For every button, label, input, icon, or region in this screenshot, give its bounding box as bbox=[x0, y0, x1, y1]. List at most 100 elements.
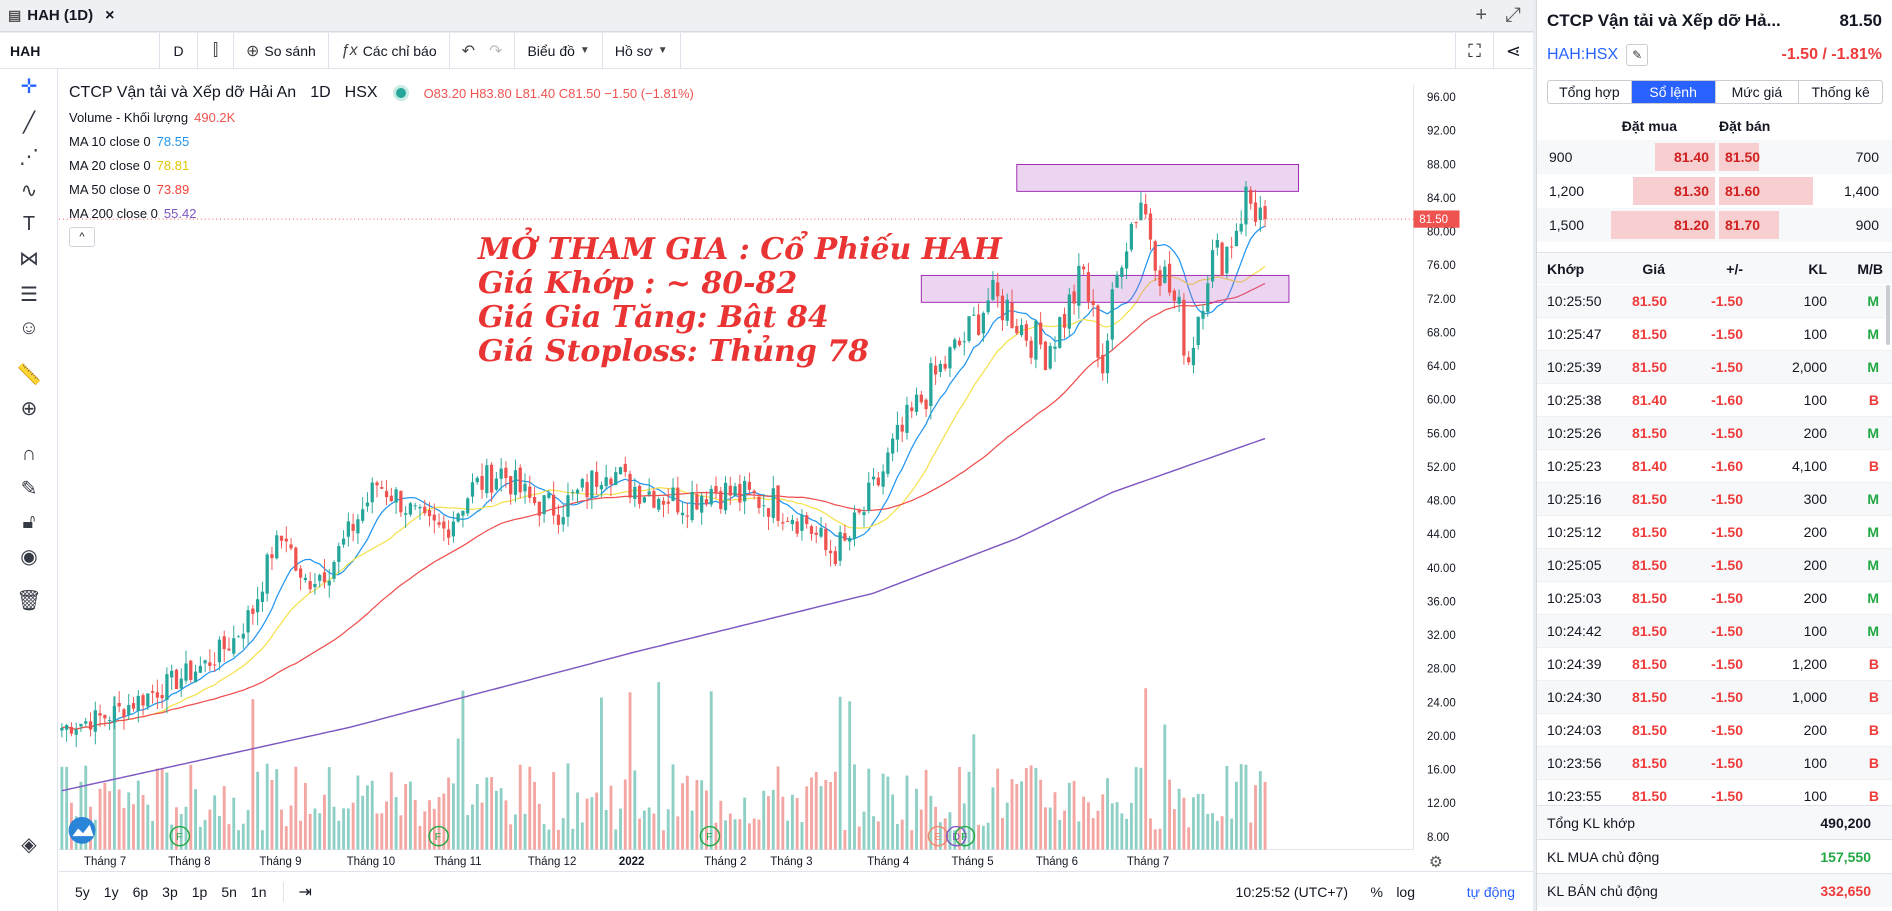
candle-body bbox=[962, 341, 966, 343]
date-range-icon[interactable]: ⇥ bbox=[283, 881, 318, 902]
trade-time: 10:25:12 bbox=[1547, 524, 1602, 540]
volume-bar bbox=[638, 818, 642, 850]
emoji-icon[interactable]: ☺ bbox=[18, 316, 40, 339]
trade-volume: 200 bbox=[1803, 557, 1827, 573]
lock-drawing-icon[interactable]: ✎ bbox=[20, 477, 38, 500]
interval-button[interactable]: D bbox=[160, 32, 198, 69]
compare-button[interactable]: ⊕ So sánh bbox=[234, 32, 329, 69]
candle-body bbox=[871, 476, 876, 480]
stock-code[interactable]: HAH:HSX bbox=[1547, 46, 1619, 63]
layers-icon[interactable]: ◈ bbox=[21, 833, 37, 856]
trades-header-change: +/- bbox=[1726, 260, 1743, 277]
tab-overview[interactable]: Tổng hợp bbox=[1548, 81, 1632, 103]
xabcd-pattern-icon[interactable]: ⋈ bbox=[19, 247, 39, 270]
share-icon: ⋖ bbox=[1505, 40, 1521, 61]
volume-bar bbox=[1139, 767, 1143, 850]
volume-bar bbox=[122, 807, 126, 850]
log-toggle[interactable]: log bbox=[1396, 883, 1415, 900]
lock-icon[interactable]: 🔓︎ bbox=[22, 510, 36, 533]
ask-price[interactable]: 81.70 bbox=[1719, 211, 1779, 239]
volume-bar bbox=[485, 777, 489, 850]
chart-type-menu[interactable]: Biểu đồ ▼ bbox=[515, 32, 603, 69]
trade-row: 10:25:05 81.50 -1.50 200 M bbox=[1537, 549, 1892, 582]
ruler-icon[interactable]: 📏 bbox=[16, 363, 42, 386]
ask-price[interactable]: 81.50 bbox=[1719, 143, 1760, 171]
zoom-in-icon[interactable]: ⊕ bbox=[20, 397, 38, 420]
tab-statistics[interactable]: Thống kê bbox=[1811, 84, 1870, 100]
collapse-legend-button[interactable]: ^ bbox=[69, 227, 95, 247]
candle-type-button[interactable]: ⫿ bbox=[198, 32, 234, 69]
volume-bar bbox=[981, 825, 985, 850]
volume-bar bbox=[428, 800, 431, 850]
price-tick-label: 16.00 bbox=[1427, 765, 1456, 777]
price-tick-label: 28.00 bbox=[1427, 664, 1456, 676]
trend-line-icon[interactable]: ╱ bbox=[22, 111, 36, 134]
trash-icon[interactable]: 🗑︎ bbox=[16, 589, 42, 612]
stock-price: 81.50 bbox=[1839, 11, 1882, 30]
timeframe-6m[interactable]: 6p bbox=[132, 883, 149, 900]
edit-icon[interactable]: ✎ bbox=[1626, 44, 1649, 66]
timeframe-5y[interactable]: 5y bbox=[75, 883, 90, 900]
indicators-button[interactable]: ƒx Các chỉ báo bbox=[329, 32, 450, 69]
price-chart[interactable]: 96.00 92.00 88.00 84.00 80.00 76.00 72.00 68.00… bbox=[59, 70, 1472, 868]
profile-menu[interactable]: Hồ sơ ▼ bbox=[603, 32, 681, 69]
volume-bar bbox=[471, 804, 474, 850]
volume-bar bbox=[112, 696, 116, 850]
close-icon[interactable]: × bbox=[105, 6, 115, 24]
bid-price[interactable]: 81.30 bbox=[1633, 177, 1715, 205]
text-tool-icon[interactable]: T bbox=[22, 212, 36, 235]
auto-scale-toggle[interactable]: tự động bbox=[1466, 883, 1515, 900]
redo-icon[interactable]: ↷ bbox=[489, 42, 503, 60]
summary-value: 157,550 bbox=[1820, 848, 1871, 865]
magnet-icon[interactable]: ∩ bbox=[21, 442, 37, 465]
timeframe-1m[interactable]: 1p bbox=[191, 883, 208, 900]
tab-order-book[interactable]: Sổ lệnh bbox=[1631, 81, 1716, 103]
window-tab[interactable]: ▤ HAH (1D) × bbox=[0, 7, 114, 25]
bid-price[interactable]: 81.40 bbox=[1655, 143, 1715, 171]
trades-list[interactable]: 10:25:50 81.50 -1.50 100 M 10:25:47 81.50 -1.50… bbox=[1537, 285, 1892, 803]
price-tick-label: 8.00 bbox=[1427, 832, 1449, 844]
price-tick-label: 36.00 bbox=[1427, 596, 1456, 608]
timeframe-5d[interactable]: 5n bbox=[221, 883, 237, 900]
timeframe-1d[interactable]: 1n bbox=[250, 883, 267, 900]
percent-toggle[interactable]: % bbox=[1370, 883, 1383, 900]
maximize-icon[interactable]: ⤢ bbox=[1505, 4, 1521, 26]
candle-body bbox=[986, 300, 990, 313]
candle-body bbox=[88, 721, 93, 730]
trade-row: 10:25:39 81.50 -1.50 2,000 M bbox=[1537, 351, 1892, 384]
volume-bar bbox=[1120, 813, 1124, 850]
timeframe-1y[interactable]: 1y bbox=[103, 883, 119, 900]
share-button[interactable]: ⋖ bbox=[1492, 33, 1533, 69]
trades-scrollbar[interactable] bbox=[1886, 285, 1890, 345]
volume-bar bbox=[217, 815, 221, 850]
volume-bar bbox=[915, 788, 918, 850]
ask-volume: 700 bbox=[1855, 149, 1879, 165]
volume-bar bbox=[857, 826, 861, 850]
candle-body bbox=[633, 486, 637, 500]
prediction-icon[interactable]: ☰ bbox=[20, 283, 38, 306]
fib-tool-icon[interactable]: ⋰ bbox=[19, 145, 39, 168]
candle-body bbox=[1230, 246, 1234, 248]
add-window-icon[interactable]: + bbox=[1475, 4, 1487, 26]
volume-bar bbox=[533, 781, 536, 850]
crosshair-icon[interactable]: ✛ bbox=[20, 75, 38, 98]
ask-price[interactable]: 81.60 bbox=[1719, 177, 1813, 205]
candle-body bbox=[1263, 206, 1267, 220]
timeframe-3m[interactable]: 3p bbox=[162, 883, 178, 900]
volume-bar bbox=[165, 772, 169, 850]
candle-body bbox=[84, 721, 88, 724]
bottom-toolbar: 5y 1y 6p 3p 1p 5n 1n ⇥ 10:25:52 (UTC+7) … bbox=[59, 871, 1533, 911]
trade-row: 10:24:42 81.50 -1.50 100 M bbox=[1537, 615, 1892, 648]
pattern-icon[interactable]: ∿ bbox=[20, 179, 38, 202]
symbol-search[interactable]: HAH bbox=[0, 32, 160, 69]
eye-icon[interactable]: ◉ bbox=[20, 545, 38, 568]
price-tick-label: 96.00 bbox=[1427, 92, 1456, 104]
candle-body bbox=[322, 572, 327, 583]
fullscreen-button[interactable]: ⛶ bbox=[1455, 33, 1493, 69]
undo-icon[interactable]: ↶ bbox=[461, 42, 476, 60]
tab-price-levels[interactable]: Mức giá bbox=[1716, 81, 1800, 103]
bid-price[interactable]: 81.20 bbox=[1611, 211, 1715, 239]
volume-bar bbox=[571, 828, 575, 850]
order-book-panel: CTCP Vận tải và Xếp dỡ Hả... 81.50 HAH:HS… bbox=[1536, 0, 1892, 911]
volume-bar bbox=[198, 826, 202, 850]
